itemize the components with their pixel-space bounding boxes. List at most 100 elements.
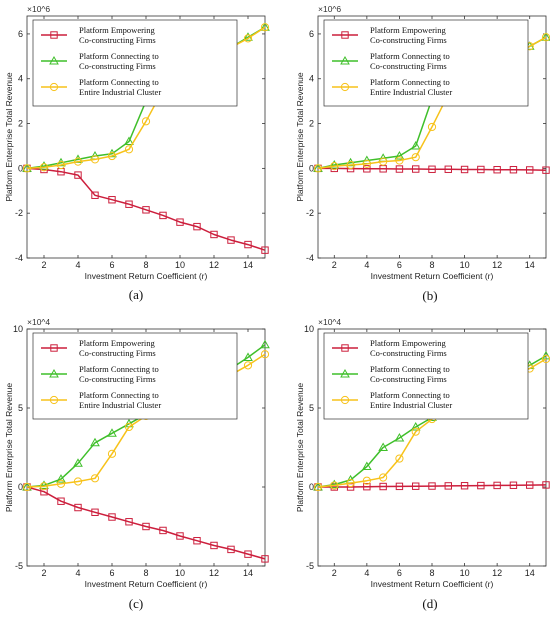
data-point xyxy=(410,140,421,150)
y-tick-label: 2 xyxy=(309,119,314,129)
x-tick-label: 4 xyxy=(364,568,369,578)
x-tick-label: 4 xyxy=(75,568,80,578)
data-point xyxy=(90,155,100,164)
x-tick-label: 10 xyxy=(460,568,470,578)
legend-marker xyxy=(340,55,350,65)
data-point xyxy=(493,481,501,490)
legend-label: Co-constructing Firms xyxy=(79,348,156,358)
axis-multiplier: ×10^6 xyxy=(27,4,50,14)
legend-label: Platform Connecting to xyxy=(79,364,159,374)
x-tick-label: 12 xyxy=(209,260,219,270)
data-point xyxy=(56,479,66,488)
legend-marker xyxy=(49,395,59,405)
data-point xyxy=(261,246,269,254)
data-point xyxy=(412,482,420,490)
data-point xyxy=(73,157,83,166)
data-point xyxy=(395,165,404,173)
data-point xyxy=(362,159,371,168)
data-point xyxy=(108,196,116,204)
data-point xyxy=(74,503,82,512)
data-point xyxy=(460,165,469,174)
x-tick-label: 6 xyxy=(397,568,402,578)
chart-panel-3: ×10^4 -5 0 5 10 2 4 6 8 10 12 14 Investment Return C… xyxy=(4,317,270,611)
legend-label: Entire Industrial Cluster xyxy=(370,400,452,410)
y-axis-label: Platform Enterprise Total Revenue xyxy=(295,72,305,202)
y-tick-label: 6 xyxy=(18,29,23,39)
y-tick-label: 0 xyxy=(309,482,314,492)
data-point xyxy=(428,165,436,173)
data-point xyxy=(244,240,252,249)
data-point xyxy=(313,482,323,492)
data-point xyxy=(22,482,32,492)
x-axis-label: Investment Return Coefficient (r) xyxy=(85,579,208,589)
x-tick-label: 4 xyxy=(364,260,369,270)
legend-marker xyxy=(49,55,59,65)
y-tick-label: -4 xyxy=(306,253,314,263)
y-tick-label: -2 xyxy=(306,208,314,218)
data-point xyxy=(39,163,49,172)
data-point xyxy=(107,449,117,458)
legend-label: Platform Empowering xyxy=(370,338,447,348)
data-point xyxy=(56,474,66,483)
y-tick-label: 0 xyxy=(18,482,23,492)
y-tick-label: 5 xyxy=(309,403,314,413)
data-point xyxy=(394,433,405,442)
x-tick-label: 4 xyxy=(75,260,80,270)
series-line-1 xyxy=(26,486,266,560)
y-tick-label: 0 xyxy=(309,163,314,173)
data-point xyxy=(509,166,518,174)
legend-label: Co-constructing Firms xyxy=(370,35,447,45)
data-point xyxy=(108,513,116,521)
data-point xyxy=(125,200,133,208)
data-point xyxy=(394,151,405,160)
data-point xyxy=(125,518,133,526)
data-point xyxy=(410,421,421,431)
data-point xyxy=(411,427,420,436)
data-point xyxy=(260,339,270,349)
legend-label: Co-constructing Firms xyxy=(79,35,156,45)
data-point xyxy=(526,166,534,174)
y-tick-label: -4 xyxy=(15,253,23,263)
data-point xyxy=(395,156,404,165)
y-tick-label: 10 xyxy=(304,324,314,334)
x-tick-label: 12 xyxy=(492,568,502,578)
x-tick-label: 14 xyxy=(525,568,535,578)
x-tick-label: 2 xyxy=(332,260,337,270)
legend-label: Co-constructing Firms xyxy=(79,374,156,384)
legend-label: Entire Industrial Cluster xyxy=(79,400,161,410)
data-point xyxy=(493,166,501,174)
series-line-1 xyxy=(318,167,547,171)
data-point xyxy=(509,481,518,489)
x-tick-label: 2 xyxy=(41,260,46,270)
data-point xyxy=(56,160,66,170)
legend-marker xyxy=(340,82,350,92)
data-point xyxy=(460,482,469,490)
data-point xyxy=(57,497,65,505)
data-point xyxy=(142,522,150,531)
y-tick-label: 4 xyxy=(18,74,23,84)
data-point xyxy=(260,350,270,359)
chart-panel-4: ×10^4 -5 0 5 10 2 4 6 8 10 12 14 Investment Return C… xyxy=(295,317,550,611)
legend-label: Co-constructing Firms xyxy=(370,61,447,71)
data-point xyxy=(124,145,134,154)
y-axis-label: Platform Enterprise Total Revenue xyxy=(4,72,14,202)
x-tick-label: 14 xyxy=(243,568,253,578)
data-point xyxy=(395,454,404,463)
data-point xyxy=(22,164,32,173)
data-point xyxy=(330,162,339,171)
data-point xyxy=(141,117,151,126)
data-point xyxy=(260,22,270,31)
data-point xyxy=(244,550,252,558)
x-tick-label: 2 xyxy=(41,568,46,578)
data-point xyxy=(176,532,184,540)
series-line-1 xyxy=(318,484,547,488)
x-tick-label: 10 xyxy=(175,260,185,270)
y-tick-label: -5 xyxy=(306,561,314,571)
chart-panel-2: ×10^6 -4 -2 0 2 4 6 2 4 6 8 10 12 14 Investment Return… xyxy=(295,4,550,303)
legend-marker xyxy=(341,31,349,39)
legend-marker xyxy=(49,82,59,92)
y-tick-label: 10 xyxy=(13,324,23,334)
data-point xyxy=(91,191,99,199)
data-point xyxy=(260,23,270,32)
